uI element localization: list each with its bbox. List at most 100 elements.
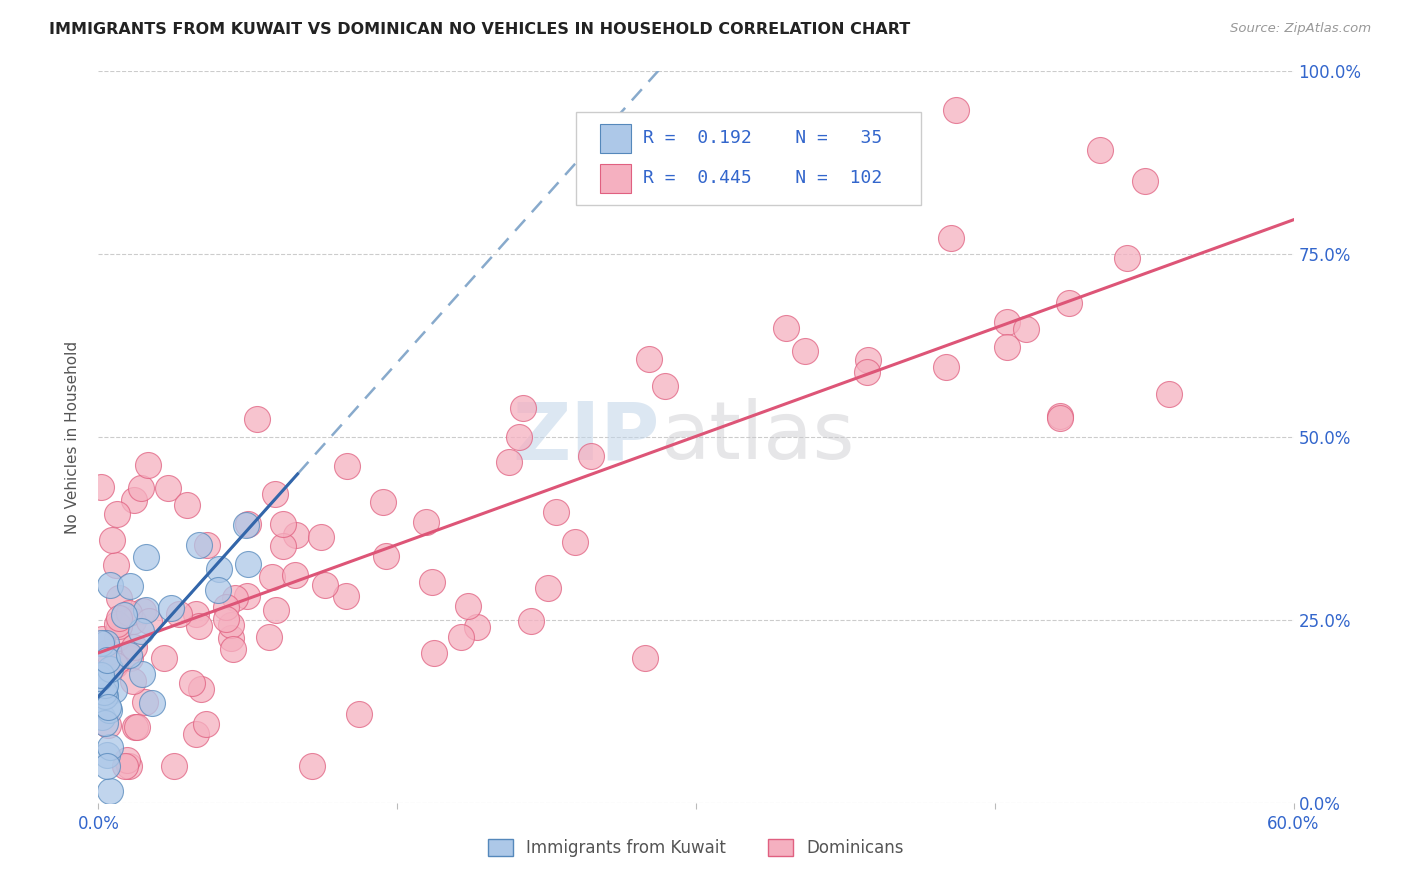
Point xyxy=(208,561,231,575)
Point xyxy=(373,495,395,509)
Point xyxy=(94,678,117,692)
Point xyxy=(856,365,879,379)
Point xyxy=(775,321,797,335)
Point xyxy=(1133,174,1156,188)
Text: R =  0.445    N =  102: R = 0.445 N = 102 xyxy=(643,169,882,187)
Point xyxy=(420,574,443,589)
Point xyxy=(118,606,141,620)
Point xyxy=(945,103,967,117)
Point xyxy=(207,583,229,598)
Text: IMMIGRANTS FROM KUWAIT VS DOMINICAN NO VEHICLES IN HOUSEHOLD CORRELATION CHART: IMMIGRANTS FROM KUWAIT VS DOMINICAN NO V… xyxy=(49,22,911,37)
Point xyxy=(108,611,131,625)
Point xyxy=(224,591,246,605)
Point xyxy=(115,753,138,767)
Point xyxy=(105,508,128,522)
Legend: Immigrants from Kuwait, Dominicans: Immigrants from Kuwait, Dominicans xyxy=(481,832,911,864)
Point xyxy=(91,710,114,724)
Point xyxy=(104,558,127,573)
Point xyxy=(1049,410,1071,425)
Point xyxy=(336,458,359,473)
Point xyxy=(122,674,145,689)
Point xyxy=(215,600,238,615)
Point xyxy=(167,607,190,621)
Point xyxy=(163,759,186,773)
Point xyxy=(98,703,121,717)
Point xyxy=(93,684,115,698)
Point xyxy=(91,690,114,705)
Point xyxy=(129,624,152,639)
Point xyxy=(94,716,117,731)
Point xyxy=(546,505,568,519)
Point xyxy=(131,667,153,681)
Point xyxy=(236,589,259,603)
Point xyxy=(94,677,117,691)
Point xyxy=(135,550,157,565)
Point xyxy=(120,579,142,593)
Point xyxy=(188,538,211,552)
Point xyxy=(115,648,138,662)
Point xyxy=(190,681,212,696)
Point xyxy=(564,535,586,549)
Point xyxy=(221,642,243,657)
Point xyxy=(153,651,176,665)
Point xyxy=(122,614,145,628)
Point xyxy=(93,689,115,703)
Point xyxy=(935,360,957,375)
Point xyxy=(235,517,257,532)
Point xyxy=(520,614,543,628)
Point xyxy=(314,577,336,591)
Point xyxy=(156,481,179,495)
Point xyxy=(112,607,135,622)
Point xyxy=(98,662,121,676)
Point xyxy=(271,516,294,531)
Point xyxy=(134,695,156,709)
Point xyxy=(96,653,118,667)
Point xyxy=(939,231,962,245)
Point xyxy=(96,747,118,762)
Point xyxy=(141,696,163,710)
Point xyxy=(264,603,287,617)
Point xyxy=(415,516,437,530)
Point xyxy=(236,557,259,571)
Point xyxy=(219,618,242,632)
Point xyxy=(236,517,259,532)
Point xyxy=(273,539,295,553)
Point xyxy=(107,631,129,645)
Point xyxy=(107,616,129,631)
Point xyxy=(637,351,659,366)
Point xyxy=(98,740,121,755)
Text: R =  0.192    N =   35: R = 0.192 N = 35 xyxy=(643,129,882,147)
Point xyxy=(634,650,657,665)
Text: Source: ZipAtlas.com: Source: ZipAtlas.com xyxy=(1230,22,1371,36)
Point xyxy=(858,352,880,367)
Point xyxy=(793,343,815,358)
Point xyxy=(284,527,307,541)
Point xyxy=(187,618,209,632)
Point xyxy=(995,315,1018,329)
Point xyxy=(311,530,333,544)
Point xyxy=(457,599,479,613)
Point xyxy=(129,481,152,495)
Point xyxy=(512,401,534,415)
Point xyxy=(97,660,120,674)
Point xyxy=(90,480,112,494)
Point xyxy=(91,632,114,647)
Point xyxy=(1049,409,1071,423)
Point xyxy=(184,607,207,622)
Point xyxy=(450,630,472,644)
Point xyxy=(284,568,307,582)
Point xyxy=(194,717,217,731)
Point xyxy=(246,412,269,426)
Point xyxy=(104,658,127,673)
Text: atlas: atlas xyxy=(661,398,855,476)
Point xyxy=(1015,322,1038,336)
Point xyxy=(465,619,488,633)
Point xyxy=(120,650,142,665)
Point xyxy=(262,570,284,584)
Point xyxy=(537,581,560,595)
Point xyxy=(375,549,398,563)
Point xyxy=(118,759,141,773)
Point xyxy=(97,718,120,732)
Y-axis label: No Vehicles in Household: No Vehicles in Household xyxy=(65,341,80,533)
Point xyxy=(136,458,159,472)
